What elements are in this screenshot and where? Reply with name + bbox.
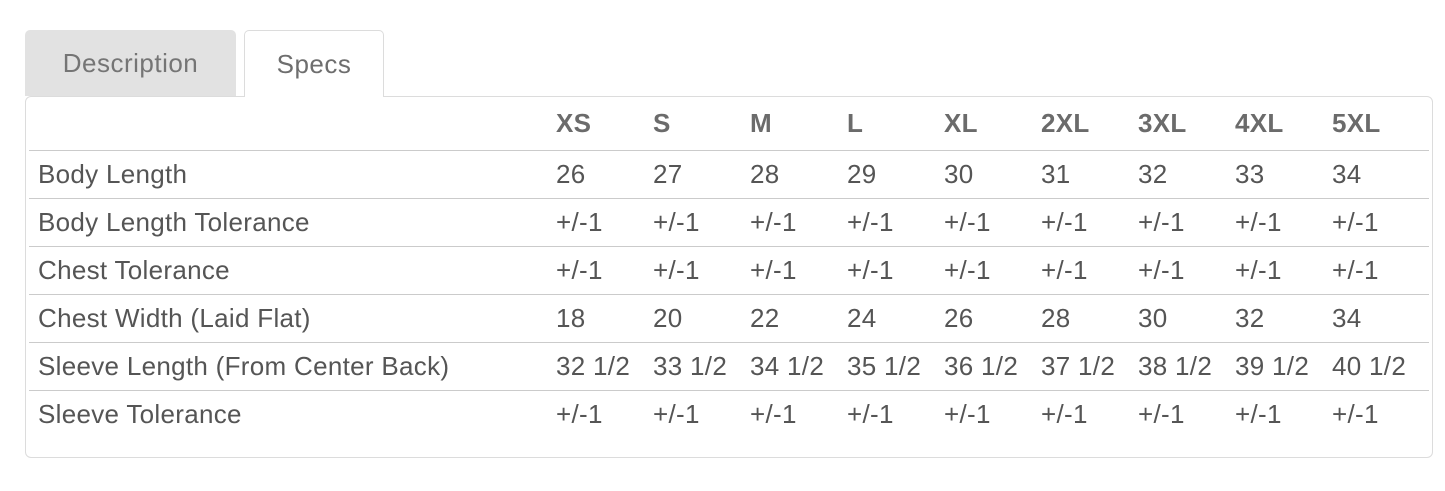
size-column-header: 4XL <box>1235 97 1332 151</box>
spec-value-cell: +/-1 <box>1235 198 1332 247</box>
spec-value-cell: 28 <box>750 150 847 199</box>
spec-row-label: Body Length Tolerance <box>29 198 556 247</box>
table-row: Body Length 26 27 28 29 30 31 32 33 34 <box>29 150 1429 199</box>
spec-value-cell: +/-1 <box>847 198 944 247</box>
spec-value-cell: +/-1 <box>944 198 1041 247</box>
tab-bar: Description Specs <box>25 30 384 97</box>
tab-description[interactable]: Description <box>25 30 236 96</box>
tab-specs[interactable]: Specs <box>244 30 384 97</box>
size-column-header: 5XL <box>1332 97 1429 151</box>
spec-value-cell: +/-1 <box>1332 246 1429 295</box>
spec-value-cell: 32 1/2 <box>556 342 653 391</box>
size-column-header: M <box>750 97 847 151</box>
spec-value-cell: 34 <box>1332 150 1429 199</box>
spec-value-cell: 32 <box>1235 294 1332 343</box>
spec-value-cell: 34 1/2 <box>750 342 847 391</box>
spec-value-cell: 35 1/2 <box>847 342 944 391</box>
spec-row-label: Sleeve Tolerance <box>38 398 242 429</box>
spec-value-cell: 36 1/2 <box>944 342 1041 391</box>
size-column-header: XL <box>944 97 1041 151</box>
spec-value-cell: +/-1 <box>1041 198 1138 247</box>
specs-table-head: XS S M L XL 2XL 3XL 4XL 5XL <box>29 97 1429 151</box>
spec-value-cell: +/-1 <box>556 246 653 295</box>
spec-value-cell: +/-1 <box>944 398 991 429</box>
spec-value-cell: +/-1 <box>750 198 847 247</box>
spec-value-cell: 27 <box>653 150 750 199</box>
table-row: Sleeve Tolerance +/-1 +/-1 +/-1 +/-1 +/-1 +/-1… <box>29 390 1429 438</box>
spec-value-cell: +/-1 <box>847 398 894 429</box>
size-column-header: L <box>847 97 944 151</box>
spec-value-cell: +/-1 <box>944 246 1041 295</box>
spec-value-cell: +/-1 <box>1235 398 1282 429</box>
spec-value-cell: 30 <box>1138 294 1235 343</box>
specs-table-container: XS S M L XL 2XL 3XL 4XL 5XL Body Length 26 27 28 29 3… <box>25 96 1433 458</box>
spec-value-cell: +/-1 <box>653 398 700 429</box>
spec-value-cell: +/-1 <box>556 198 653 247</box>
size-column-header: 3XL <box>1138 97 1235 151</box>
spec-value-cell: 38 1/2 <box>1138 342 1235 391</box>
table-row: Chest Tolerance +/-1 +/-1 +/-1 +/-1 +/-1 +/-1 +… <box>29 246 1429 295</box>
specs-table: XS S M L XL 2XL 3XL 4XL 5XL Body Length 26 27 28 29 3… <box>29 97 1429 438</box>
spec-value-cell: +/-1 <box>750 246 847 295</box>
header-row: XS S M L XL 2XL 3XL 4XL 5XL <box>29 97 1429 151</box>
spec-value-cell: 20 <box>653 294 750 343</box>
spec-value-cell: +/-1 <box>1332 398 1379 429</box>
spec-row-label: Body Length <box>29 150 556 199</box>
spec-value-cell: 26 <box>556 150 653 199</box>
table-row: Chest Width (Laid Flat) 18 20 22 24 26 28 30 32 3… <box>29 294 1429 343</box>
spec-value-cell: +/-1 <box>1332 198 1429 247</box>
spec-value-cell: 30 <box>944 150 1041 199</box>
spec-value-cell: +/-1 <box>847 246 944 295</box>
spec-row-label: Chest Width (Laid Flat) <box>29 294 556 343</box>
spec-value-cell: 29 <box>847 150 944 199</box>
spec-value-cell: 34 <box>1332 294 1429 343</box>
specs-table-body: Body Length 26 27 28 29 30 31 32 33 34 Body Length… <box>29 150 1429 438</box>
spec-row-label: Chest Tolerance <box>29 246 556 295</box>
header-corner-cell <box>29 97 556 151</box>
spec-value-cell: 33 1/2 <box>653 342 750 391</box>
spec-value-cell: 26 <box>944 294 1041 343</box>
spec-value-cell: 28 <box>1041 294 1138 343</box>
size-column-header: XS <box>556 97 653 151</box>
spec-value-cell: 39 1/2 <box>1235 342 1332 391</box>
spec-value-cell: +/-1 <box>556 398 603 429</box>
spec-value-cell: +/-1 <box>1138 398 1185 429</box>
size-column-header: S <box>653 97 750 151</box>
spec-value-cell: +/-1 <box>1041 398 1088 429</box>
spec-value-cell: 40 1/2 <box>1332 342 1429 391</box>
spec-value-cell: +/-1 <box>1138 246 1235 295</box>
spec-value-cell: 33 <box>1235 150 1332 199</box>
size-column-header: 2XL <box>1041 97 1138 151</box>
spec-value-cell: +/-1 <box>750 398 797 429</box>
spec-value-cell: 22 <box>750 294 847 343</box>
table-row: Body Length Tolerance +/-1 +/-1 +/-1 +/-1 +/-… <box>29 198 1429 247</box>
spec-value-cell: 32 <box>1138 150 1235 199</box>
spec-value-cell: +/-1 <box>653 198 750 247</box>
spec-row-label: Sleeve Length (From Center Back) <box>29 342 556 391</box>
spec-value-cell: +/-1 <box>1138 198 1235 247</box>
spec-value-cell: +/-1 <box>1235 246 1332 295</box>
spec-value-cell: +/-1 <box>1041 246 1138 295</box>
table-row: Sleeve Length (From Center Back) 32 1/2 33… <box>29 342 1429 391</box>
spec-value-cell: 37 1/2 <box>1041 342 1138 391</box>
spec-value-cell: +/-1 <box>653 246 750 295</box>
spec-value-cell: 18 <box>556 294 653 343</box>
spec-value-cell: 24 <box>847 294 944 343</box>
spec-value-cell: 31 <box>1041 150 1138 199</box>
